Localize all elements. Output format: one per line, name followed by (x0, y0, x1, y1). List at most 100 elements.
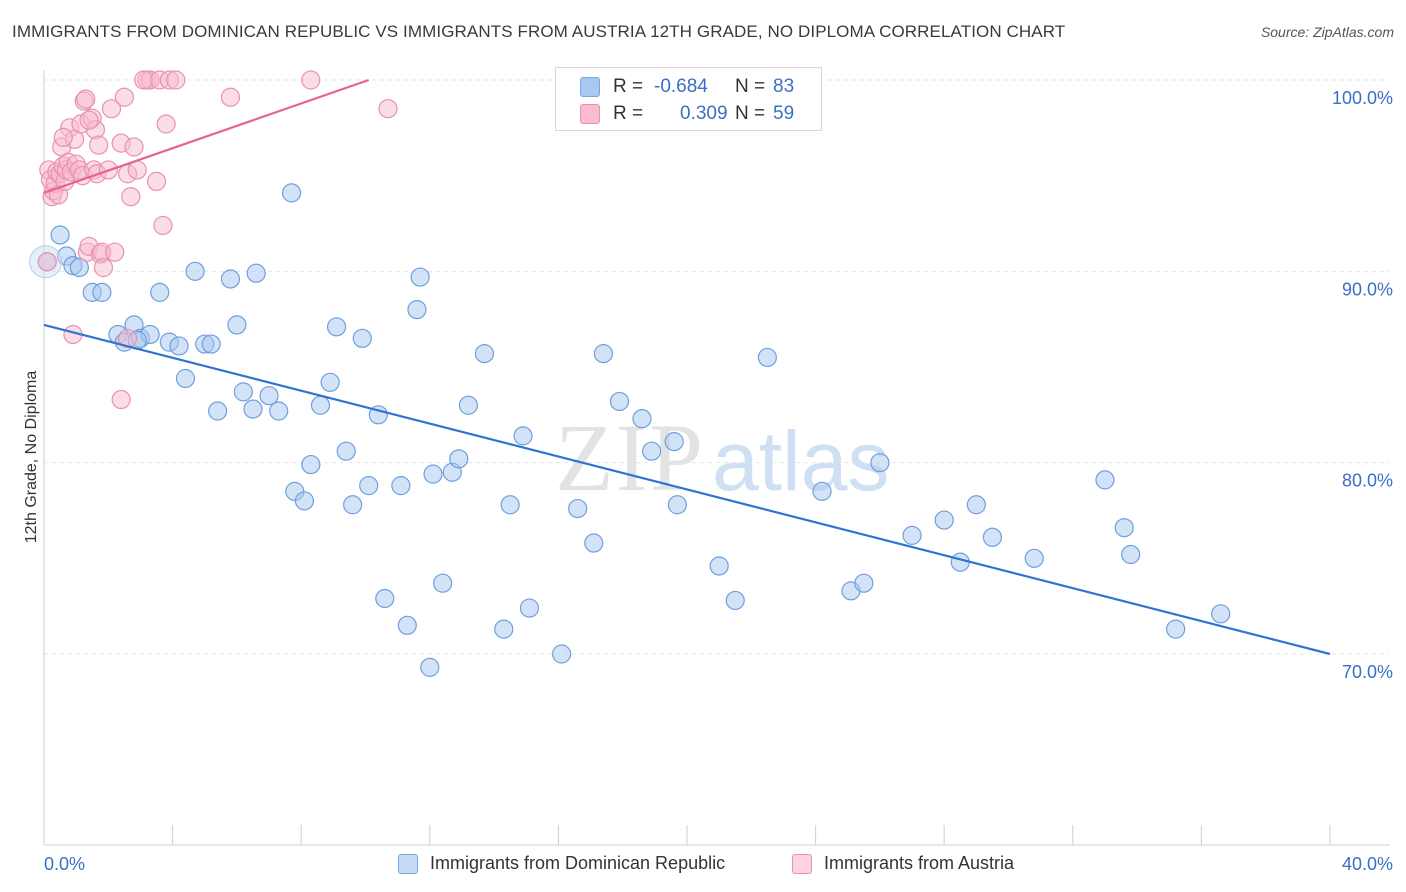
legend-swatch-dominican (580, 77, 600, 97)
point-dominican (934, 510, 954, 530)
point-dominican (294, 491, 315, 511)
series-austria (37, 70, 398, 410)
point-dominican (246, 263, 266, 283)
point-dominican (609, 391, 630, 412)
y-tick-label: 90.0% (1342, 279, 1393, 299)
gridlines (44, 79, 1390, 655)
point-dominican (902, 525, 922, 545)
point-austria (105, 242, 125, 262)
point-dominican (343, 495, 363, 515)
point-dominican (1121, 544, 1141, 565)
point-dominican (92, 282, 112, 302)
legend-swatch-austria (792, 854, 812, 874)
point-dominican (568, 498, 588, 519)
point-dominican (150, 282, 170, 302)
point-austria (146, 171, 167, 192)
y-tick-label: 70.0% (1342, 662, 1393, 682)
point-dominican (1095, 470, 1115, 490)
point-austria (134, 70, 154, 90)
point-dominican (420, 657, 440, 677)
point-dominican (458, 395, 478, 415)
point-dominican (449, 449, 469, 469)
point-dominican (519, 598, 540, 618)
point-austria (121, 187, 141, 207)
point-dominican (1211, 604, 1231, 624)
legend-swatch-austria (580, 104, 600, 124)
point-austria (76, 89, 96, 109)
y-tick-label: 100.0% (1332, 88, 1393, 108)
point-dominican (552, 644, 572, 664)
point-dominican (50, 225, 70, 245)
point-austria (79, 110, 99, 130)
legend-label-dominican: Immigrants from Dominican Republic (430, 853, 726, 873)
point-dominican (870, 453, 890, 473)
point-dominican (982, 527, 1003, 547)
point-dominican (664, 432, 684, 452)
watermark: ZIP atlas (555, 404, 889, 511)
r-label: R = (613, 76, 644, 97)
point-austria (301, 70, 321, 90)
chart-title: IMMIGRANTS FROM DOMINICAN REPUBLIC VS IM… (12, 22, 1066, 41)
point-dominican (269, 401, 289, 421)
point-dominican (584, 533, 604, 553)
r-label: R = (613, 103, 644, 124)
point-dominican (725, 590, 745, 611)
n-label: N = (735, 76, 766, 97)
point-dominican (220, 269, 241, 289)
n-value: 83 (773, 76, 795, 97)
point-austria (153, 215, 173, 236)
point-dominican (407, 300, 427, 320)
axes (43, 70, 1390, 846)
point-austria (89, 135, 109, 155)
point-dominican (966, 495, 986, 515)
r-value: 0.309 (680, 103, 728, 124)
point-dominican (336, 441, 356, 461)
point-dominican (69, 257, 89, 278)
point-dominican (513, 426, 533, 446)
point-dominican (391, 476, 411, 496)
point-austria (124, 137, 144, 157)
x-tick-label: 40.0% (1342, 854, 1393, 874)
point-dominican (326, 317, 347, 337)
point-austria (111, 389, 131, 410)
point-dominican (474, 344, 495, 364)
point-austria (378, 99, 398, 119)
point-austria (93, 257, 114, 278)
x-tick-label: 0.0% (44, 854, 85, 874)
point-dominican (950, 552, 970, 572)
point-dominican (185, 261, 205, 281)
stats-legend: R = -0.684 N = 83 R = 0.309 N = 59 (555, 67, 822, 131)
point-dominican (433, 573, 453, 593)
point-dominican (375, 588, 395, 609)
point-dominican (1024, 548, 1044, 568)
point-dominican (227, 315, 247, 335)
point-austria (53, 127, 73, 147)
trend-lines (43, 78, 1331, 656)
point-dominican (632, 409, 652, 429)
point-austria (114, 87, 134, 107)
source-credit: Source: ZipAtlas.com (1260, 24, 1394, 40)
watermark-atlas: atlas (712, 414, 889, 508)
point-dominican (757, 347, 777, 368)
tick-labels: 70.0% 80.0% 90.0% 100.0% 0.0% 40.0% (44, 88, 1393, 874)
point-dominican (642, 441, 662, 461)
point-dominican (243, 399, 263, 419)
point-austria (220, 87, 241, 107)
trend-line-austria (43, 78, 370, 194)
point-dominican (500, 495, 520, 515)
point-dominican (208, 401, 228, 421)
point-dominican (201, 334, 221, 354)
point-dominican (1166, 619, 1186, 639)
n-value: 59 (773, 103, 795, 124)
point-dominican (352, 328, 372, 348)
point-dominican (281, 183, 302, 203)
point-dominican (854, 573, 874, 593)
point-austria (37, 252, 57, 272)
legend-label-austria: Immigrants from Austria (824, 853, 1015, 873)
n-label: N = (735, 103, 766, 124)
point-dominican (410, 267, 430, 287)
point-dominican (667, 495, 687, 515)
point-dominican (709, 556, 729, 576)
point-dominican (310, 395, 331, 415)
